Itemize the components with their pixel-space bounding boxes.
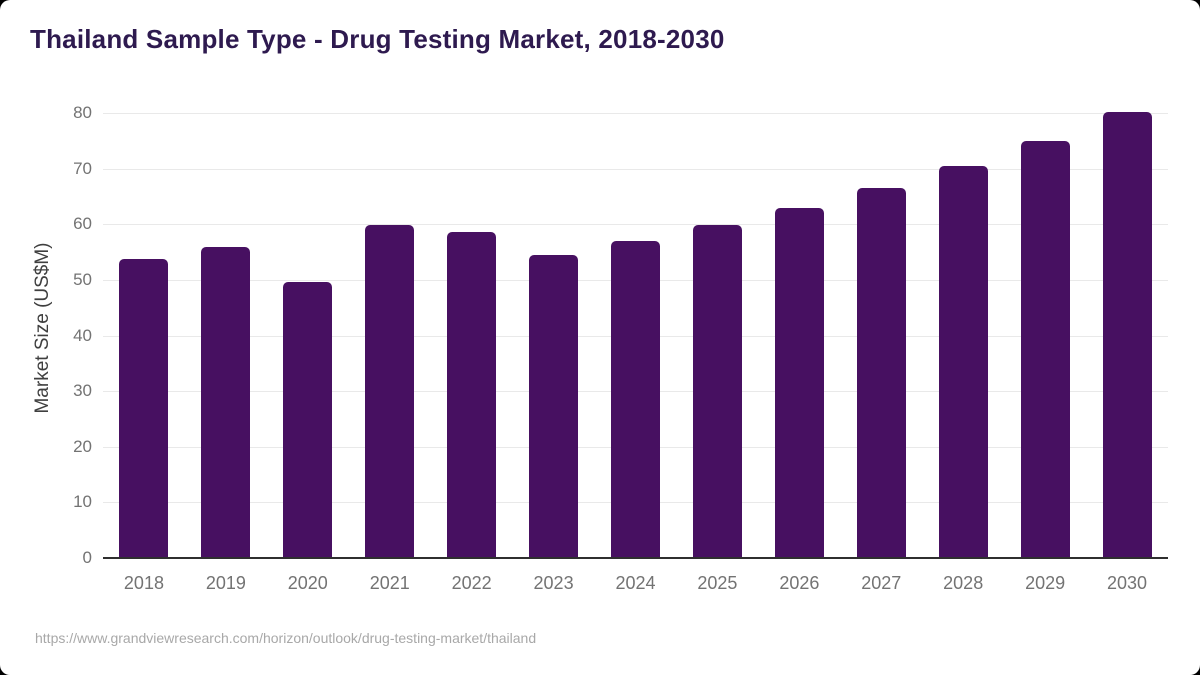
x-tick-label-2030: 2030: [1107, 573, 1148, 593]
x-tick-label-2028: 2028: [943, 573, 984, 593]
y-tick-label-40: 40: [73, 325, 92, 345]
x-axis-line: [103, 557, 1168, 559]
y-tick-label-50: 50: [73, 269, 92, 289]
bar-2025: [692, 225, 742, 558]
x-tick-label-2026: 2026: [779, 573, 820, 593]
chart-title: Thailand Sample Type - Drug Testing Mark…: [30, 24, 725, 54]
y-axis-title: Market Size (US$M): [32, 242, 53, 414]
y-tick-label-60: 60: [73, 214, 92, 234]
gridline-80: [103, 113, 1168, 114]
bar-2024: [611, 241, 660, 558]
x-tick-label-2022: 2022: [451, 573, 492, 593]
x-tick-label-2023: 2023: [533, 573, 574, 593]
y-tick-label-70: 70: [73, 158, 92, 178]
y-tick-label-0: 0: [82, 548, 92, 567]
x-tick-label-2027: 2027: [861, 573, 902, 593]
y-tick-label-20: 20: [73, 436, 92, 456]
y-tick-label-10: 10: [73, 492, 92, 512]
bar-2029: [1020, 140, 1070, 558]
x-tick-label-2029: 2029: [1025, 573, 1066, 593]
x-tick-label-2019: 2019: [205, 573, 246, 593]
x-tick-label-2020: 2020: [287, 573, 328, 593]
x-tick-label-2021: 2021: [369, 573, 410, 593]
bar-2023: [529, 255, 579, 558]
bar-2019: [201, 246, 251, 558]
x-tick-label-2018: 2018: [123, 573, 164, 593]
source-url: https://www.grandviewresearch.com/horizo…: [35, 630, 537, 646]
bar-2026: [774, 207, 824, 558]
bar-2028: [938, 165, 988, 558]
gridline-70: [103, 168, 1168, 170]
x-tick-label-2025: 2025: [697, 573, 738, 593]
bar-2018: [119, 259, 169, 558]
bar-2027: [856, 188, 906, 558]
x-tick-label-2024: 2024: [615, 573, 656, 593]
bar-2030: [1102, 111, 1152, 558]
y-tick-label-80: 80: [73, 103, 92, 122]
bar-2021: [365, 225, 415, 558]
y-tick-label-30: 30: [73, 381, 92, 401]
bar-2020: [283, 282, 333, 558]
bar-2022: [447, 232, 497, 558]
gridline-60: [103, 224, 1168, 226]
